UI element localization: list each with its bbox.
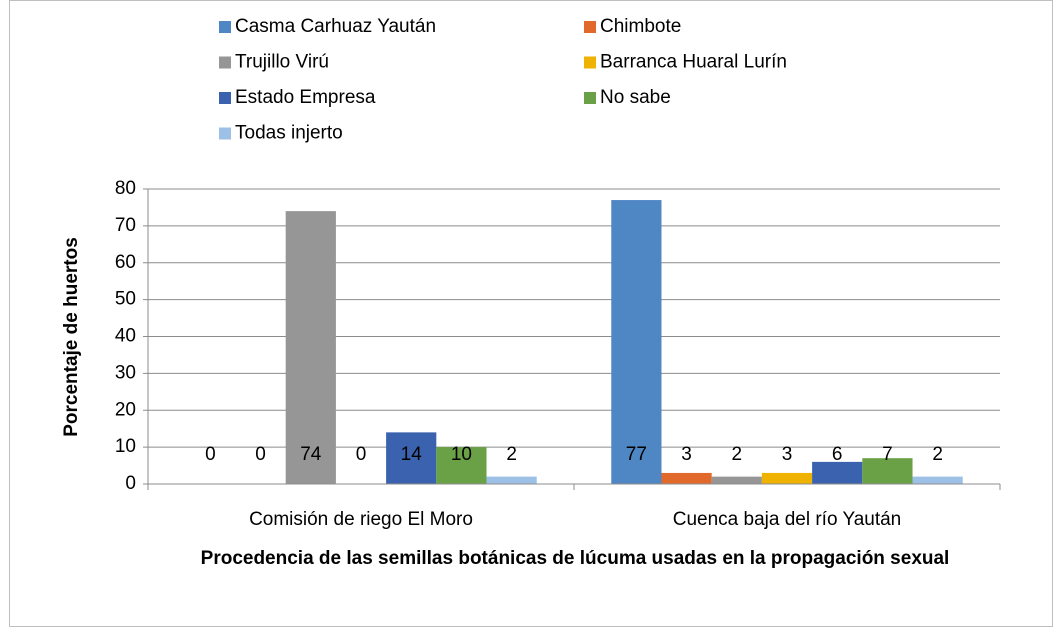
legend-swatch <box>584 21 596 33</box>
legend-label: Todas injerto <box>235 123 343 144</box>
legend-label: Estado Empresa <box>235 87 376 108</box>
data-label: 2 <box>932 444 943 465</box>
y-tick-label: 20 <box>115 399 136 420</box>
bar <box>436 447 487 484</box>
y-axis-title: Porcentaje de huertos <box>61 237 82 437</box>
data-label: 0 <box>205 444 216 465</box>
bar <box>761 472 813 484</box>
bar <box>661 472 712 484</box>
legend-swatch <box>584 56 596 69</box>
data-label: 0 <box>255 444 266 465</box>
legend-label: Barranca Huaral Lurín <box>600 52 787 73</box>
bar <box>711 476 762 484</box>
data-label: 3 <box>782 444 793 465</box>
data-label: 2 <box>506 444 517 465</box>
data-label: 74 <box>300 444 322 465</box>
data-label: 6 <box>832 444 843 465</box>
legend-label: Chimbote <box>600 16 681 37</box>
bar <box>611 200 662 484</box>
legend-swatch <box>584 92 596 104</box>
y-tick-label: 40 <box>115 326 136 347</box>
legend-label: Trujillo Virú <box>235 52 329 73</box>
bar <box>912 476 963 484</box>
y-tick-label: 60 <box>115 252 136 273</box>
x-axis-title: Procedencia de las semillas botánicas de… <box>200 548 950 569</box>
chart-frame <box>9 0 1053 627</box>
legend-label: No sabe <box>600 87 671 108</box>
data-label: 10 <box>451 444 472 465</box>
y-tick-label: 50 <box>115 289 136 310</box>
y-tick-label: 70 <box>115 215 136 236</box>
data-label: 0 <box>356 444 367 465</box>
data-label: 2 <box>732 444 743 465</box>
data-label: 3 <box>681 444 692 465</box>
y-tick-label: 10 <box>115 436 136 457</box>
bar <box>862 458 913 484</box>
y-tick-label: 30 <box>115 362 136 383</box>
y-tick-label: 80 <box>115 178 136 199</box>
x-tick-label: Cuenca baja del río Yaután <box>673 509 902 530</box>
bar <box>812 461 863 484</box>
legend-swatch <box>219 56 231 69</box>
legend-swatch <box>219 92 231 104</box>
legend-swatch <box>219 127 231 140</box>
y-tick-label: 0 <box>125 473 136 494</box>
bar <box>285 211 336 484</box>
legend-swatch <box>219 21 231 33</box>
data-label: 77 <box>626 444 647 465</box>
bar <box>386 432 437 484</box>
data-label: 14 <box>401 444 423 465</box>
legend-label: Casma Carhuaz Yaután <box>235 16 436 37</box>
data-label: 7 <box>882 444 893 465</box>
x-tick-label: Comisión de riego El Moro <box>249 509 473 530</box>
bar <box>486 476 537 484</box>
